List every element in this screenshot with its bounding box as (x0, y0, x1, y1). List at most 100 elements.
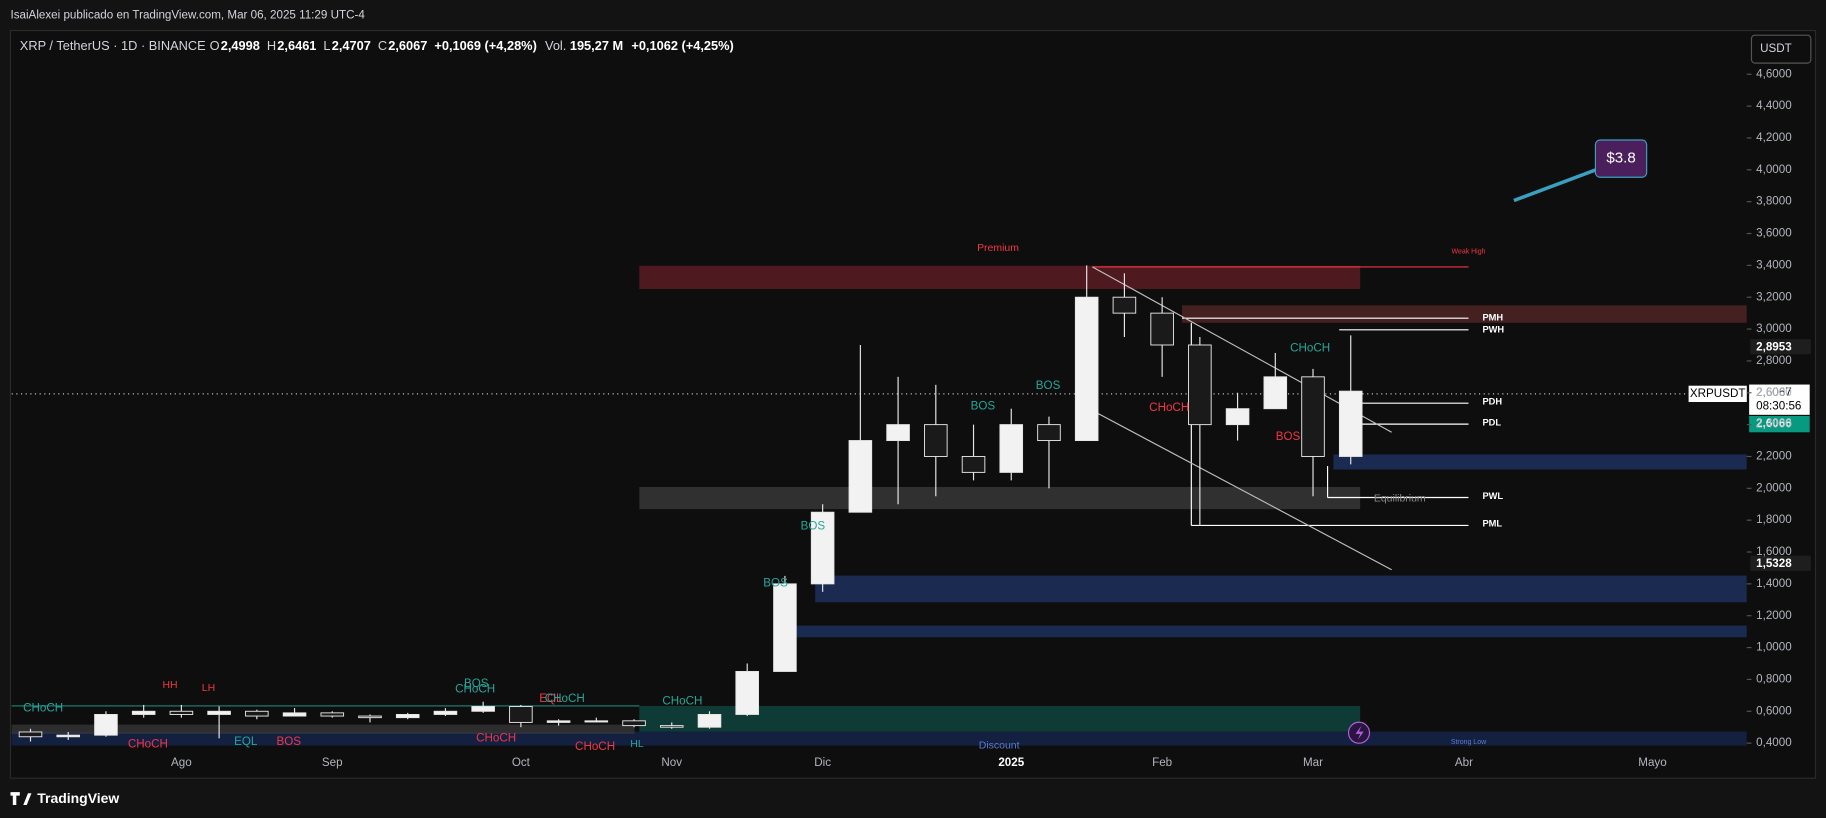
y-tick-label: 0,8000 (1756, 673, 1792, 686)
legend-value: H (267, 38, 276, 53)
annotation: BOS (1276, 430, 1301, 443)
annotation: PDL (1482, 417, 1501, 427)
brand: TradingView (37, 790, 119, 806)
annotation: $3.8 (1606, 150, 1635, 167)
currency-button[interactable] (1750, 34, 1812, 64)
demand-zone (1333, 454, 1747, 470)
y-tick-label: 4,6000 (1756, 67, 1792, 80)
x-tick-label: Sep (322, 756, 343, 769)
annotation: Strong Low (1451, 739, 1487, 746)
annotation: CHoCH (545, 692, 585, 705)
annotation: CHoCH (662, 694, 702, 707)
candle-body (94, 713, 118, 736)
candle-body (961, 456, 986, 473)
legend-value: C (378, 38, 387, 53)
candle-body (18, 731, 43, 738)
y-tick-label: 3,2000 (1756, 290, 1792, 303)
candle-body (56, 734, 81, 738)
annotation: Equilibrium (1374, 493, 1426, 504)
candle-body (1074, 296, 1099, 442)
annotation: HL (630, 739, 644, 750)
discount-zone (639, 705, 1361, 732)
discount-band (11, 731, 1747, 746)
annotation: HH (162, 680, 177, 691)
candle-body (320, 712, 345, 717)
annotation: BOS (464, 677, 489, 690)
annotation: BOS (1036, 379, 1061, 392)
candle-body (433, 710, 458, 715)
equilibrium-zone (639, 487, 1361, 510)
countdown: 08:30:56 (1756, 400, 1801, 413)
event-icon[interactable] (1355, 725, 1364, 740)
supply-zone (1182, 305, 1747, 323)
x-tick-label: 2025 (998, 756, 1024, 769)
callout (1594, 139, 1648, 178)
x-tick-label: Dic (814, 756, 831, 769)
trendline (1082, 404, 1392, 571)
y-tick-label: 1,8000 (1756, 513, 1792, 526)
candle-body (697, 713, 722, 728)
annotation: EQL (539, 692, 563, 705)
x-tick-label: Mayo (1638, 756, 1666, 769)
x-tick-label: Mar (1303, 756, 1323, 769)
annotation: PML (1482, 519, 1502, 529)
premium-zone (639, 265, 1361, 290)
annotation: BOS (971, 400, 996, 413)
publisher: IsaiAlexei publicado en TradingView.com,… (10, 8, 365, 21)
annotation: Premium (977, 243, 1019, 254)
annotation: Discount (979, 740, 1020, 751)
legend-value: 2,4707 (332, 38, 371, 53)
candle-body (1188, 344, 1212, 426)
candle-body (659, 725, 684, 728)
candle-body (1338, 390, 1363, 457)
candle-body (1150, 312, 1174, 346)
callout-pointer (1513, 163, 1608, 203)
candle-body (546, 720, 571, 723)
chart-frame (9, 29, 1817, 779)
demand-zone (791, 625, 1747, 638)
candle-body (1037, 424, 1061, 442)
x-tick-label: Feb (1152, 756, 1172, 769)
symbol-tag-text: XRPUSDT (1690, 387, 1746, 400)
candle-body (886, 424, 910, 442)
y-tick-label: 3,8000 (1756, 195, 1792, 208)
annotation: Weak High (1452, 249, 1486, 256)
candle-body (810, 511, 835, 585)
candle-body (1263, 376, 1288, 410)
candle-body (584, 720, 609, 723)
price-tag (1750, 555, 1811, 571)
candle-body (924, 424, 948, 457)
candle-body (1225, 408, 1250, 426)
candle-body (282, 712, 307, 717)
candle-body (1301, 376, 1325, 457)
legend-value: O (210, 38, 220, 53)
y-tick-label: 3,0000 (1756, 322, 1792, 335)
currency[interactable]: USDT (1760, 42, 1792, 55)
candle-body (735, 670, 759, 715)
y-tick-label: 1,0000 (1756, 641, 1792, 654)
annotation: PMH (1482, 313, 1503, 323)
y-tick-label: 2,8000 (1756, 354, 1792, 367)
price-tag-text: 1,5328 (1756, 557, 1792, 570)
legend-value: 195,27 M (570, 38, 623, 53)
annotation: PWL (1482, 491, 1503, 501)
legend-value: +0,1069 (+4,28%) (434, 38, 536, 53)
x-tick-label: Nov (661, 756, 682, 769)
annotation: BOS (801, 520, 826, 533)
candle-body (1112, 296, 1137, 314)
annotation: LH (202, 683, 215, 694)
y-tick-label: 3,4000 (1756, 258, 1792, 271)
symbol: XRP / TetherUS · 1D · BINANCE (20, 38, 206, 53)
legend-value: Vol. (545, 38, 566, 53)
candle-body (245, 710, 269, 717)
x-tick-label: Ago (171, 756, 192, 769)
candle-body (207, 710, 231, 715)
y-tick-label: 2,6000 (1756, 386, 1792, 399)
demand-zone (815, 575, 1747, 603)
annotation: BOS (763, 577, 788, 590)
x-tick-label: Oct (512, 756, 531, 769)
legend: O 2,4998 H 2,6461 L 2,4707 C 2,6067 +0,1069 (+4,… (210, 38, 734, 53)
candle-body (169, 710, 194, 715)
candle-body (395, 713, 420, 719)
